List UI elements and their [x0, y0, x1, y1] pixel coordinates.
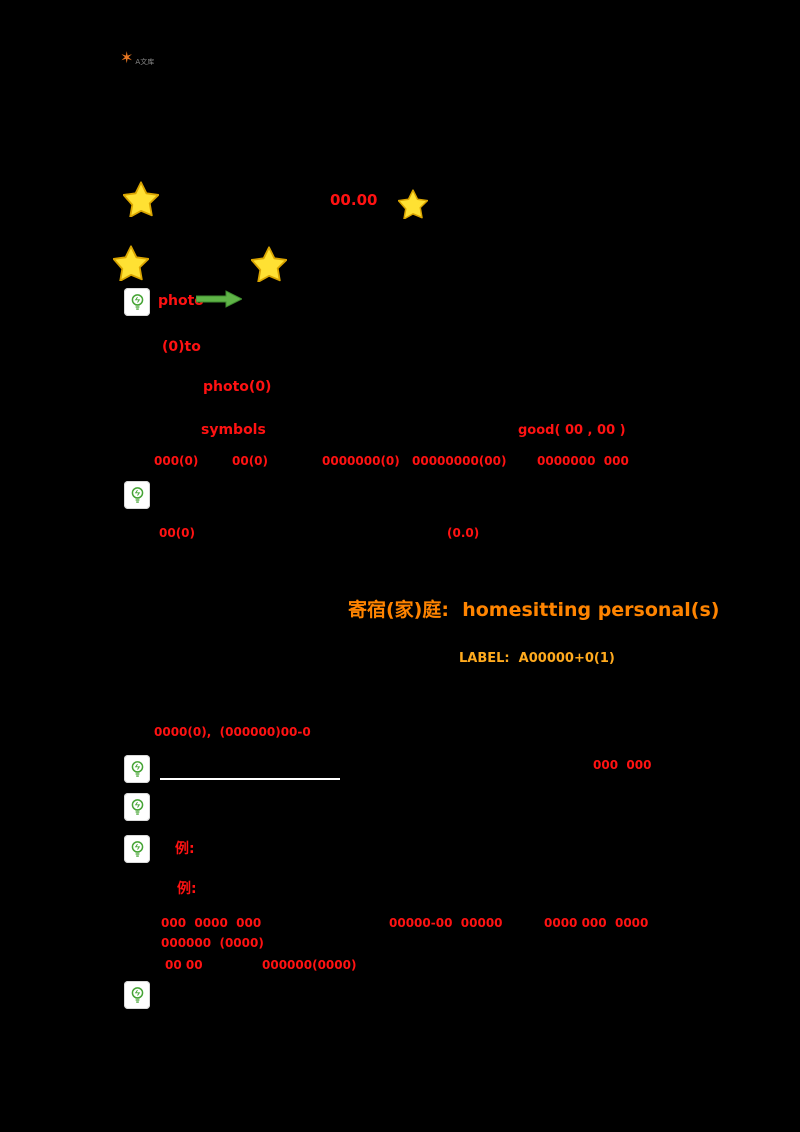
lightbulb-icon	[124, 288, 150, 316]
red-text: (0)to	[162, 339, 201, 355]
red-text: 0000 000 0000	[544, 916, 649, 930]
red-text: 00(0)	[159, 526, 196, 540]
lightbulb-icon	[124, 793, 150, 821]
red-text: 例:	[177, 881, 197, 897]
lightbulb-icon	[124, 835, 150, 863]
orange-label: LABEL: A00000+0(1)	[459, 651, 615, 666]
red-text: 0000(0), (000000)00-0	[154, 725, 311, 739]
red-text: symbols	[201, 422, 266, 438]
red-text: 000000(0000)	[262, 958, 357, 972]
lightbulb-icon	[124, 981, 150, 1009]
red-text: 000(0)	[154, 454, 199, 468]
red-text: photo	[158, 293, 204, 309]
red-text: 0000000(0)	[322, 454, 400, 468]
red-text: 00000000(00)	[412, 454, 507, 468]
red-text: 例:	[175, 841, 195, 857]
red-text: 0000000 000	[537, 454, 629, 468]
red-text: photo(0)	[203, 379, 272, 395]
logo-star-icon: ✶	[120, 48, 134, 67]
lightbulb-icon	[124, 481, 150, 509]
star-icon	[113, 245, 149, 281]
underline	[160, 778, 340, 780]
red-text: 00(0)	[232, 454, 269, 468]
red-text: 00 00	[165, 958, 203, 972]
red-text: 00000-00 00000	[389, 916, 503, 930]
green-arrow-icon	[195, 290, 244, 308]
red-text: (0.0)	[447, 526, 480, 540]
heading-text: 寄宿(家)庭: homesitting personal(s)	[348, 599, 720, 621]
red-text: good( 00 , 00 )	[518, 423, 626, 438]
red-text: 000 0000 000	[161, 916, 262, 930]
red-text: 000 000	[593, 758, 652, 772]
logo-label: A文库	[135, 58, 155, 66]
red-text: 000000 (0000)	[161, 936, 264, 950]
star-icon	[398, 189, 428, 219]
star-icon	[251, 246, 287, 282]
lightbulb-icon	[124, 755, 150, 783]
red-text: 00.00	[330, 191, 378, 209]
site-logo: ✶ A文库	[120, 50, 154, 67]
star-icon	[123, 181, 159, 217]
